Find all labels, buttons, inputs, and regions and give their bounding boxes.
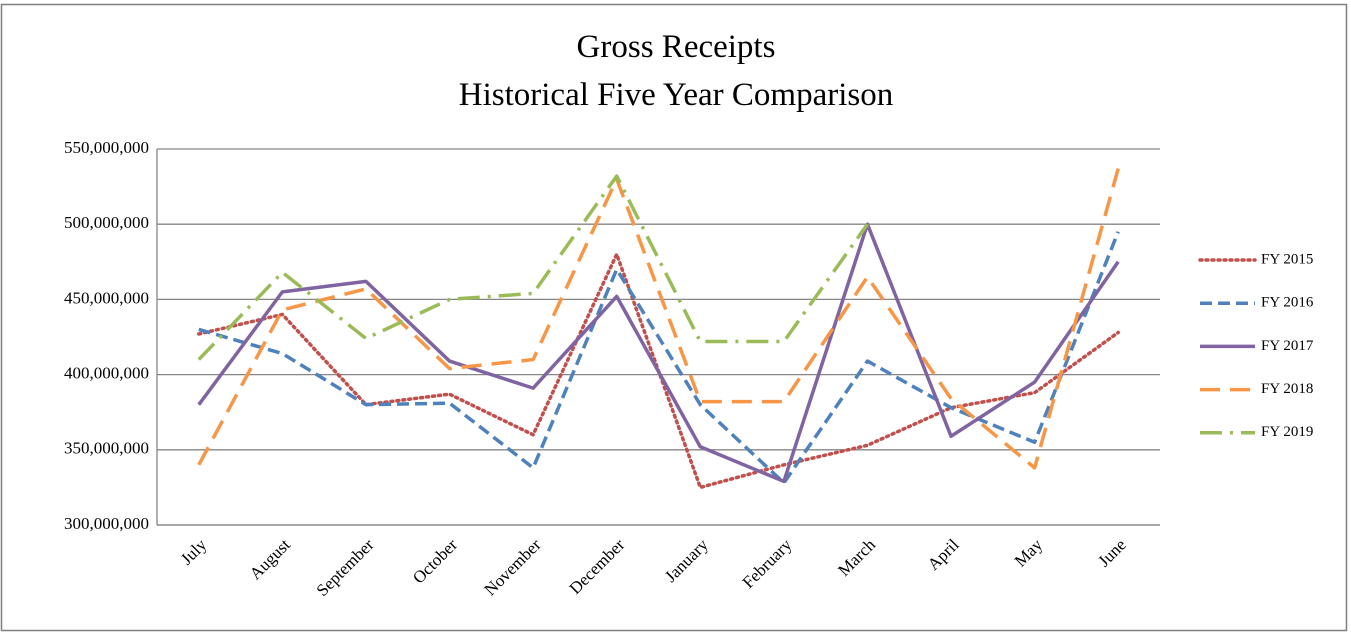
chart-subtitle: Historical Five Year Comparison bbox=[459, 77, 893, 113]
y-tick-label: 350,000,000 bbox=[64, 439, 149, 458]
legend-label: FY 2019 bbox=[1261, 424, 1313, 440]
y-tick-label: 500,000,000 bbox=[64, 213, 149, 232]
series-line bbox=[197, 174, 869, 361]
y-tick-label: 550,000,000 bbox=[64, 138, 149, 157]
chart-border bbox=[0, 3, 1348, 632]
y-tick-label: 400,000,000 bbox=[64, 364, 149, 383]
legend-label: FY 2017 bbox=[1261, 338, 1314, 354]
series-line bbox=[197, 222, 1120, 484]
legend-label: FY 2015 bbox=[1261, 251, 1313, 267]
legend-label: FY 2018 bbox=[1261, 381, 1313, 397]
series-line bbox=[198, 231, 1120, 485]
series-line bbox=[197, 168, 1120, 470]
y-tick-label: 300,000,000 bbox=[64, 514, 149, 533]
chart-title: Gross Receipts bbox=[577, 29, 776, 65]
y-tick-label: 450,000,000 bbox=[64, 288, 149, 307]
legend-label: FY 2016 bbox=[1261, 295, 1314, 311]
